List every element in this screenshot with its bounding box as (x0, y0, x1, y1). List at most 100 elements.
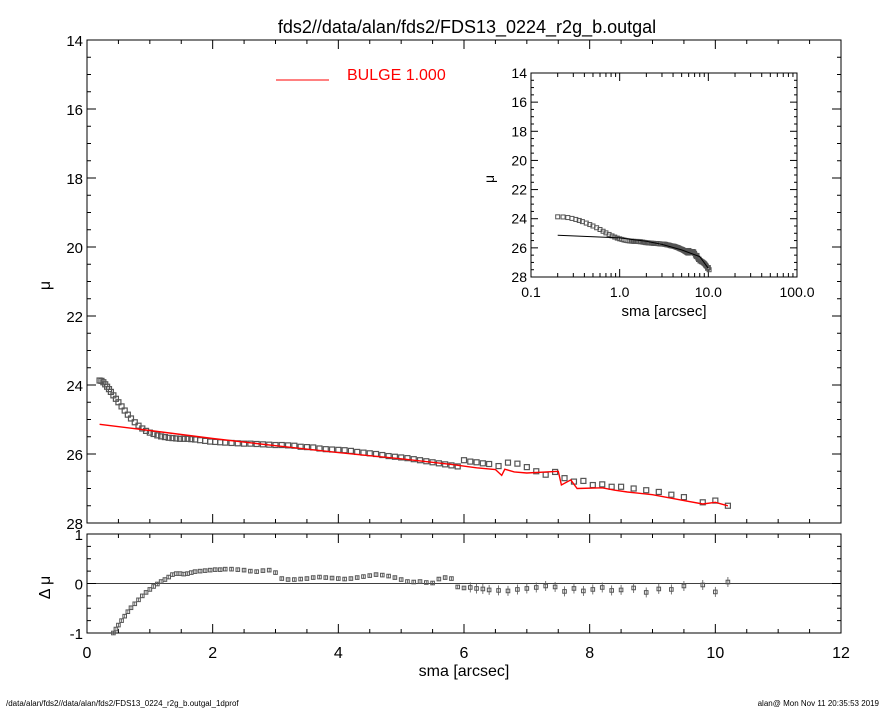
residual-data-point (505, 588, 511, 594)
main-data-point (173, 435, 180, 442)
residual-x-tick-label: 12 (832, 645, 850, 662)
main-data-point (161, 433, 169, 441)
main-data-point (217, 439, 224, 446)
residual-data-point (562, 589, 567, 594)
residual-data-point (405, 579, 410, 584)
main-data-point (599, 481, 606, 488)
main-y-tick-label: 28 (66, 516, 83, 533)
inset-data-point (587, 222, 593, 228)
residual-data-point (207, 567, 213, 573)
bulge-model-line (99, 423, 729, 507)
residual-data-point (241, 567, 247, 573)
residual-data-point (116, 622, 121, 628)
main-data-point (197, 437, 204, 444)
main-data-point (473, 459, 480, 466)
residual-data-point (442, 575, 448, 580)
main-data-point (202, 437, 209, 444)
residual-data-point (132, 601, 138, 607)
residual-data-point (279, 576, 285, 581)
residual-x-tick-label: 2 (208, 645, 217, 662)
residual-x-tick-label: 6 (460, 645, 469, 662)
residual-data-point (217, 567, 223, 572)
inset-x-tick-label: 10.0 (695, 284, 722, 300)
main-data-point (297, 443, 304, 450)
residual-data-point (455, 584, 461, 590)
residual-data-point (496, 588, 501, 593)
residual-data-point (136, 597, 141, 603)
residual-data-point (486, 587, 492, 593)
residual-data-point (229, 566, 234, 572)
main-data-point (680, 494, 688, 501)
residual-data-point (515, 587, 520, 592)
residual-data-point (125, 609, 131, 615)
inset-model-line (557, 234, 709, 269)
main-y-tick-label: 22 (66, 309, 83, 326)
main-data-point (391, 453, 398, 460)
residual-data-point (725, 579, 731, 585)
inset-data-point (555, 214, 561, 220)
residual-x-tick-label: 10 (706, 645, 724, 662)
residual-data-point (700, 582, 706, 588)
inset-data-point (606, 231, 612, 237)
main-data-point (523, 464, 530, 471)
residual-data-point (155, 581, 160, 587)
residual-data-point (599, 585, 605, 590)
residual-data-point (436, 576, 442, 582)
residual-data-point (590, 587, 596, 592)
main-data-point (643, 487, 650, 494)
inset-y-tick-label: 24 (511, 211, 527, 227)
residual-data-point (329, 575, 335, 581)
residual-data-point (348, 576, 354, 581)
inset-y-tick-label: 26 (511, 240, 527, 256)
main-data-point (335, 446, 342, 453)
inset-y-tick-label: 18 (511, 123, 527, 139)
residual-data-point (254, 569, 259, 574)
main-data-point (222, 439, 229, 446)
main-data-point (121, 407, 128, 414)
legend-label: BULGE 1.000 (347, 67, 446, 84)
residual-data-point (386, 573, 391, 579)
main-data-point (131, 419, 138, 426)
inset-data-point (573, 216, 579, 222)
residual-data-point (151, 584, 156, 589)
main-data-point (118, 403, 125, 410)
residual-data-point (398, 577, 404, 582)
main-data-point (240, 440, 248, 447)
main-data-point (98, 377, 105, 384)
main-data-point (617, 483, 625, 490)
residual-data-point (552, 584, 558, 590)
residual-data-point (656, 586, 662, 592)
residual-data-point (643, 590, 649, 595)
residual-data-point (581, 588, 586, 594)
main-data-point (284, 442, 292, 449)
main-y-tick-label: 20 (66, 240, 83, 257)
residual-data-point (380, 572, 385, 578)
main-data-point (180, 435, 187, 442)
main-data-point (580, 477, 587, 485)
inset-plot: 0.1 1.0 10.0 100.0 14 16 18 20 22 24 26 28 μ sma [arc… (481, 65, 815, 320)
main-data-point (207, 438, 214, 445)
residual-data-point (260, 568, 266, 573)
residual-data-point (342, 576, 347, 582)
main-data-point (398, 454, 405, 461)
main-data-point (404, 455, 411, 462)
residual-data-point (681, 583, 687, 589)
main-data-point (176, 435, 184, 442)
inset-y-axis-label: μ (481, 175, 497, 183)
main-data-point (165, 434, 172, 441)
residual-data-point (292, 577, 297, 582)
main-data-point (561, 475, 568, 482)
main-data-point (124, 411, 131, 418)
inset-data-point (706, 267, 712, 273)
main-y-tick-label: 26 (66, 447, 83, 464)
residual-x-axis-label: sma [arcsec] (419, 663, 510, 680)
inset-x-tick-label: 100.0 (779, 284, 814, 300)
residual-data-point (430, 580, 435, 586)
inset-data-point (560, 214, 566, 220)
main-data-point (630, 485, 637, 492)
main-data-point (668, 491, 675, 498)
inset-y-tick-label: 14 (511, 65, 527, 81)
main-data-point (655, 488, 662, 496)
residual-data-point (202, 568, 208, 573)
